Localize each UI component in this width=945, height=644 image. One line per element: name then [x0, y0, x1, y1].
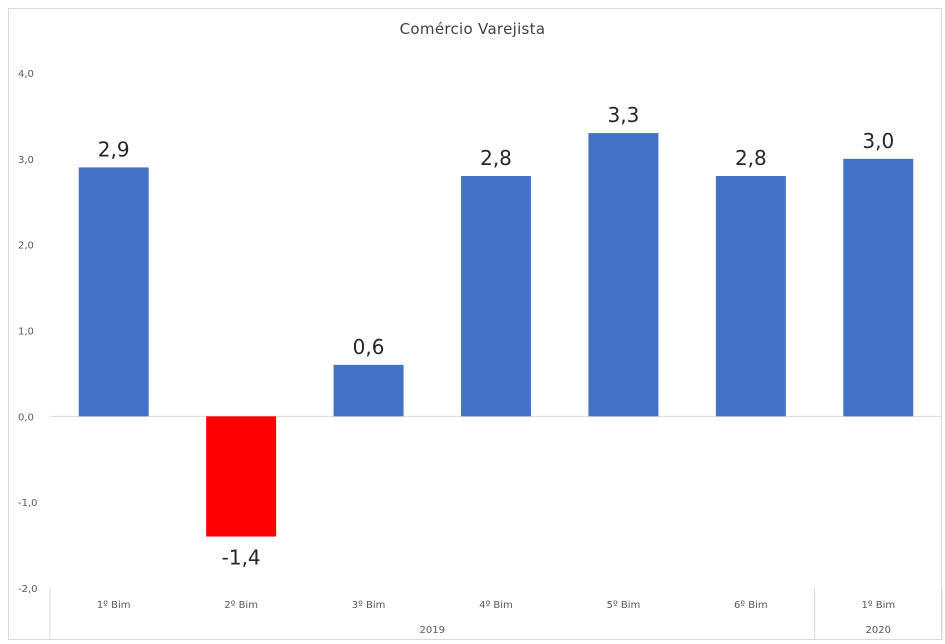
chart-title: Comércio Varejista [399, 20, 546, 38]
category-label: 6º Bim [734, 600, 768, 611]
category-label: 5º Bim [607, 600, 641, 611]
category-label: 4º Bim [479, 600, 513, 611]
y-tick-label: 1,0 [18, 327, 34, 338]
category-label: 1º Bim [861, 600, 895, 611]
y-tick-label: 4,0 [18, 69, 34, 80]
category-label: 3º Bim [352, 600, 386, 611]
bar [588, 133, 659, 417]
chart-frame [8, 8, 942, 640]
data-label: 3,3 [608, 103, 640, 127]
category-label: 2º Bim [224, 600, 258, 611]
bar [715, 176, 786, 417]
category-label: 1º Bim [97, 600, 131, 611]
data-label: -1,4 [222, 546, 261, 570]
data-label: 2,8 [735, 146, 767, 170]
bar [843, 158, 914, 417]
data-label: 0,6 [353, 335, 385, 359]
y-tick-label: -2,0 [18, 584, 38, 595]
bar [206, 416, 277, 537]
y-tick-label: -1,0 [18, 498, 38, 509]
group-label: 2020 [866, 625, 891, 636]
group-label: 2019 [420, 625, 445, 636]
y-tick-label: 0,0 [18, 412, 34, 423]
bar [333, 364, 404, 417]
data-label: 2,8 [480, 146, 512, 170]
y-tick-label: 2,0 [18, 241, 34, 252]
data-label: 3,0 [862, 129, 894, 153]
bar [78, 167, 149, 417]
data-label: 2,9 [98, 137, 130, 161]
y-tick-label: 3,0 [18, 155, 34, 166]
bar [461, 176, 531, 417]
